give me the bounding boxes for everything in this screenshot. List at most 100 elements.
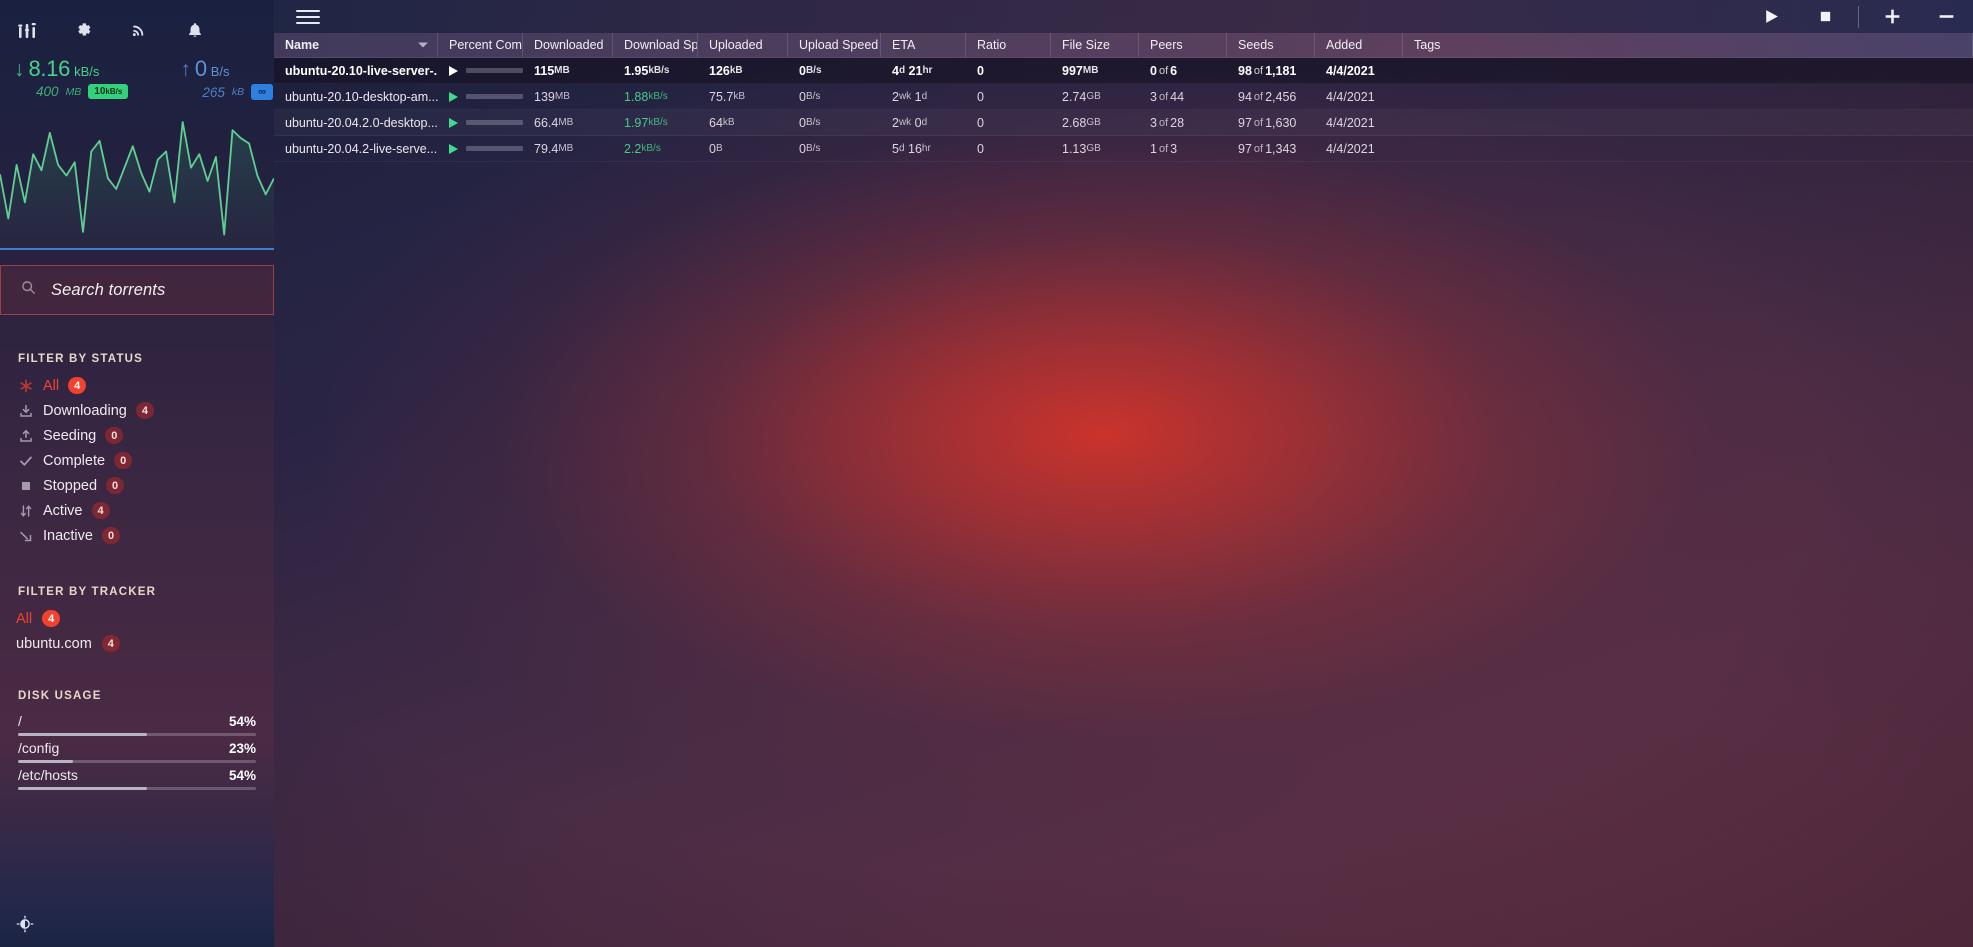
column-header-name[interactable]: Name	[274, 33, 438, 57]
status-filter-label: Seeding	[43, 427, 97, 444]
status-filter-label: Complete	[43, 452, 106, 469]
column-header-seeds[interactable]: Seeds	[1227, 33, 1315, 57]
table-row[interactable]: ubuntu-20.10-live-server-... 115 MB 1.95 kB/…	[274, 58, 1973, 84]
search-icon	[21, 280, 36, 300]
tracker-filter-all[interactable]: All 4	[0, 606, 274, 631]
disk-usage-item: /config 23%	[0, 736, 274, 763]
column-header-downloaded[interactable]: Downloaded	[523, 33, 613, 57]
cell-upload-speed: 0 B/s	[799, 141, 821, 156]
status-filter-inactive[interactable]: Inactive 0	[0, 523, 274, 548]
column-header-uploaded[interactable]: Uploaded	[698, 33, 788, 57]
filter-by-status-section: FILTER BY STATUS All 4 Downloading 4 Seeding…	[0, 353, 274, 548]
cell-name: ubuntu-20.10-desktop-am...	[285, 89, 438, 104]
brightness-icon[interactable]	[14, 913, 36, 935]
download-icon	[18, 404, 34, 418]
start-button[interactable]	[1744, 0, 1798, 33]
column-header-percent[interactable]: Percent Com...	[438, 33, 523, 57]
sliders-icon[interactable]	[16, 19, 38, 41]
cell-name: ubuntu-20.10-live-server-...	[285, 63, 438, 78]
tracker-filter-ubuntu-com[interactable]: ubuntu.com 4	[0, 631, 274, 656]
disk-usage-title: DISK USAGE	[18, 690, 102, 702]
transfer-rate-sparkline	[0, 98, 274, 250]
toolbar-divider	[1858, 5, 1859, 28]
toolbar-actions	[1744, 0, 1973, 33]
cell-seeds: 94 of 2,456	[1238, 89, 1297, 104]
cell-added: 4/4/2021	[1326, 115, 1375, 130]
cell-uploaded: 126 kB	[709, 63, 743, 78]
disk-usage-bar	[18, 733, 256, 736]
table-row[interactable]: ubuntu-20.04.2-live-serve... 79.4 MB 2.2 kB/…	[274, 136, 1973, 162]
search-input-placeholder[interactable]: Search torrents	[51, 280, 166, 299]
cell-download-speed: 1.97 kB/s	[624, 115, 668, 130]
sort-descending-icon	[418, 42, 428, 48]
upload-total-value: 265	[202, 84, 225, 100]
stop-button[interactable]	[1798, 0, 1852, 33]
column-header-ratio[interactable]: Ratio	[966, 33, 1051, 57]
search-torrents-box[interactable]: Search torrents	[0, 265, 274, 315]
disk-usage-bar	[18, 760, 256, 763]
status-filter-count: 0	[114, 452, 133, 469]
column-header-eta[interactable]: ETA	[881, 33, 966, 57]
torrent-table: Name Percent Com... Downloaded Download Sp.…	[274, 33, 1973, 947]
cell-ratio: 0	[977, 115, 984, 130]
status-filter-label: All	[43, 377, 60, 394]
cell-peers: 1 of 3	[1150, 141, 1178, 156]
status-filter-seeding[interactable]: Seeding 0	[0, 423, 274, 448]
column-header-peers[interactable]: Peers	[1139, 33, 1227, 57]
column-header-ulspeed[interactable]: Upload Speed	[788, 33, 881, 57]
status-filter-count: 4	[135, 402, 154, 419]
table-header-row: Name Percent Com... Downloaded Download Sp.…	[274, 33, 1973, 58]
upload-limit-badge[interactable]: ∞	[251, 84, 273, 100]
column-header-added[interactable]: Added	[1315, 33, 1403, 57]
progress-bar	[466, 68, 523, 73]
bell-icon[interactable]	[184, 19, 206, 41]
sidebar-icon-bar	[0, 0, 274, 45]
status-filter-label: Inactive	[43, 527, 93, 544]
status-filter-complete[interactable]: Complete 0	[0, 448, 274, 473]
disk-usage-path: /	[18, 713, 22, 729]
download-limit-badge[interactable]: 10kB/s	[88, 84, 129, 99]
status-filter-count: 4	[68, 377, 87, 394]
status-filter-all[interactable]: All 4	[0, 373, 274, 398]
cell-percent-complete	[438, 143, 523, 154]
table-row[interactable]: ubuntu-20.04.2.0-desktop... 66.4 MB 1.97 kB/…	[274, 110, 1973, 136]
upload-total-unit: kB	[231, 86, 245, 98]
disk-usage-path: /etc/hosts	[18, 767, 78, 783]
hamburger-icon[interactable]	[296, 8, 320, 26]
column-header-tags[interactable]: Tags	[1403, 33, 1973, 57]
download-total-unit: MB	[65, 85, 82, 98]
sidebar-divider	[0, 248, 274, 250]
column-header-label: Downloaded	[534, 38, 604, 52]
remove-button[interactable]	[1919, 0, 1973, 33]
play-icon	[449, 91, 458, 102]
status-filter-label: Downloading	[43, 402, 127, 419]
column-header-label: Ratio	[977, 38, 1007, 52]
column-header-filesize[interactable]: File Size	[1051, 33, 1139, 57]
column-header-label: ETA	[892, 38, 916, 52]
diagonal-line-icon	[18, 529, 34, 543]
upload-stat: ↑ 0 B/s 265 kB ∞	[180, 56, 273, 100]
cell-added: 4/4/2021	[1326, 63, 1375, 78]
progress-bar	[466, 120, 523, 125]
download-arrow-icon: ↓	[14, 58, 25, 81]
rss-icon[interactable]	[128, 19, 150, 41]
disk-usage-section: DISK USAGE / 54% /config 23% /etc/hosts 54%	[0, 690, 274, 790]
upload-arrow-icon: ↑	[180, 58, 191, 81]
add-button[interactable]	[1865, 0, 1919, 33]
status-filter-downloading[interactable]: Downloading 4	[0, 398, 274, 423]
cell-downloaded: 115 MB	[534, 63, 570, 78]
column-header-label: Upload Speed	[799, 38, 879, 52]
disk-usage-item: / 54%	[0, 709, 274, 736]
gear-icon[interactable]	[72, 19, 94, 41]
column-header-dlspeed[interactable]: Download Sp...	[613, 33, 698, 57]
cell-upload-speed: 0 B/s	[799, 115, 821, 130]
status-filter-stopped[interactable]: Stopped 0	[0, 473, 274, 498]
check-icon	[18, 454, 34, 468]
status-filter-active[interactable]: Active 4	[0, 498, 274, 523]
cell-peers: 3 of 44	[1150, 89, 1185, 104]
tracker-filter-label: ubuntu.com	[16, 635, 92, 652]
disk-usage-percent: 54%	[228, 768, 256, 783]
table-row[interactable]: ubuntu-20.10-desktop-am... 139 MB 1.88 kB/s 7…	[274, 84, 1973, 110]
cell-file-size: 1.13 GB	[1062, 141, 1101, 156]
